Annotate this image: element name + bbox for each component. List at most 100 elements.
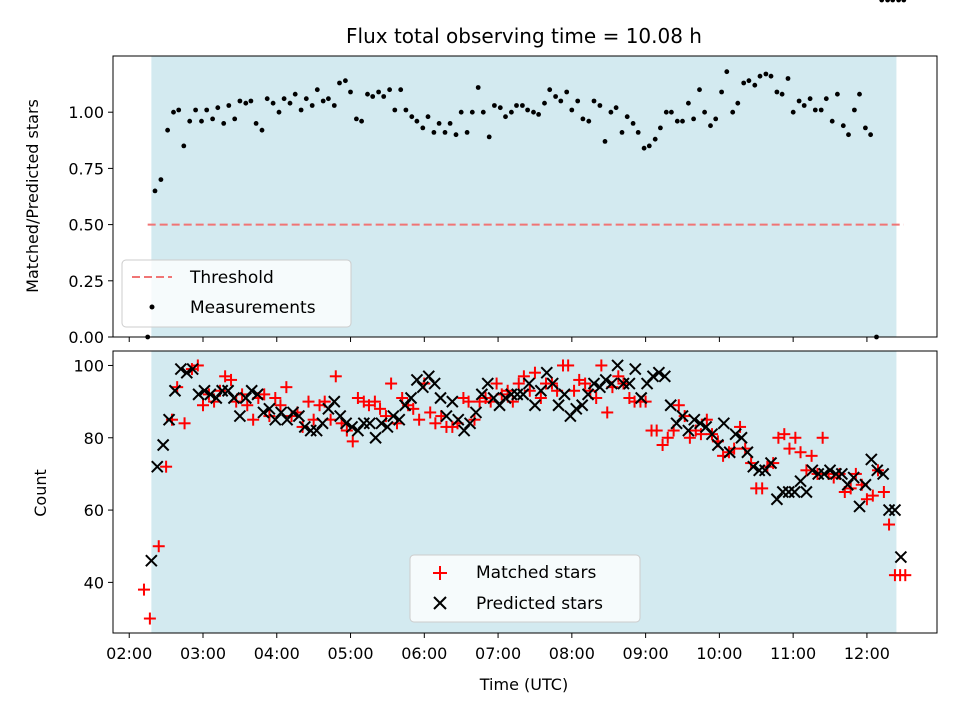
measurement-point [624,114,630,120]
measurement-point [879,0,885,3]
matched-star-marker [783,442,796,455]
measurement-point [652,136,658,142]
measurement-point [669,109,674,115]
predicted-star-marker [552,399,565,412]
measurement-point [663,109,669,115]
bottom-axes-frame [112,350,938,634]
measurement-point [807,96,813,102]
measurement-point [520,103,525,108]
matched-star-marker [778,428,791,441]
measurement-point [852,107,857,113]
measurement-point [785,76,791,81]
measurement-point [199,118,204,124]
measurement-point [591,98,597,104]
predicted-star-marker [764,456,778,470]
predicted-star-marker [475,388,489,401]
measurement-point [774,89,780,95]
matched-star-marker [385,377,398,390]
predicted-star-marker [847,471,860,484]
bottom-panel: 40 60 80 100 02:00 03:00 04:00 05:00 06:00 07:00… [31,350,938,694]
predicted-star-marker [381,420,394,434]
predicted-star-marker [434,391,447,405]
x-tick-label: 10:00 [696,644,742,663]
measurement-point [823,96,829,102]
predicted-star-marker [693,417,707,430]
predicted-star-marker [463,417,477,430]
matched-star-marker [656,439,669,451]
legend-measurements-label: Measurements [190,298,316,318]
measurement-point [779,91,785,97]
x-tick-label: 11:00 [770,644,816,663]
chart-title: Flux total observing time = 10.08 h [346,24,702,48]
measurement-point [381,94,387,99]
measurement-point [885,0,890,3]
predicted-star-marker [711,438,725,452]
predicted-star-marker [546,377,559,390]
predicted-star-marker [522,377,536,390]
measurement-point [414,118,420,124]
matched-star-marker [429,417,442,430]
matched-star-marker [661,431,674,444]
matched-star-marker [374,402,387,415]
bottom-y-axis-label: Count [31,469,50,517]
measurement-point [320,98,326,104]
measurement-point [480,109,486,115]
x-tick-label: 02:00 [106,644,152,663]
measurement-point [165,127,171,133]
predicted-star-marker [168,384,182,397]
predicted-star-marker [540,366,553,379]
measurement-point [840,123,846,129]
matched-star-marker [534,392,547,404]
measurement-point [343,78,348,84]
measurement-point [253,121,259,126]
predicted-star-marker [446,395,459,408]
measurement-point [812,107,818,113]
matched-star-marker [877,486,890,498]
matched-star-marker [178,417,191,430]
measurement-point [503,114,508,120]
predicted-star-marker [304,424,317,437]
matched-star-marker [346,435,359,448]
predicted-star-marker [782,485,795,499]
matched-star-marker [595,359,608,372]
measurement-point [221,121,227,126]
predicted-star-marker [186,362,199,376]
measurement-point [292,91,298,97]
measurement-point [619,130,625,135]
top-axes-frame [112,55,938,338]
predicted-star-marker [817,467,831,481]
measurement-point [232,116,238,122]
measurement-point [370,94,376,99]
predicted-star-marker [882,503,896,517]
measurement-point [409,114,415,120]
measurement-point [553,94,558,99]
x-tick-label: 06:00 [401,644,447,663]
bottom-legend: Matched stars Predicted stars [409,554,641,623]
matched-star-marker [274,399,287,412]
predicted-star-marker [865,453,878,466]
matched-star-marker [517,370,530,383]
measurement-point [597,103,603,108]
measurement-point [763,71,769,77]
measurement-point [171,109,176,115]
predicted-star-marker [505,388,518,401]
predicted-star-marker [788,485,801,499]
measurement-point [547,87,553,93]
measurement-point [608,109,614,115]
measurement-point [641,145,647,151]
y-tick-label: 0.25 [68,272,104,291]
measurement-point [215,105,221,111]
measurement-point [359,118,364,124]
measurement-point [420,125,426,131]
x-tick-label: 07:00 [475,644,521,663]
measurement-point [475,85,481,90]
predicted-star-marker [204,388,217,401]
measurement-point [536,112,541,117]
predicted-star-marker [735,431,748,444]
top-y-ticks: 0.00 0.25 0.50 0.75 1.00 [68,103,113,347]
predicted-star-marker [151,460,164,473]
x-tick-label: 12:00 [844,644,890,663]
predicted-star-marker [156,438,170,452]
bottom-x-ticks: 02:00 03:00 04:00 05:00 06:00 07:00 08:00 09:00… [106,633,890,663]
x-tick-label: 05:00 [327,644,373,663]
